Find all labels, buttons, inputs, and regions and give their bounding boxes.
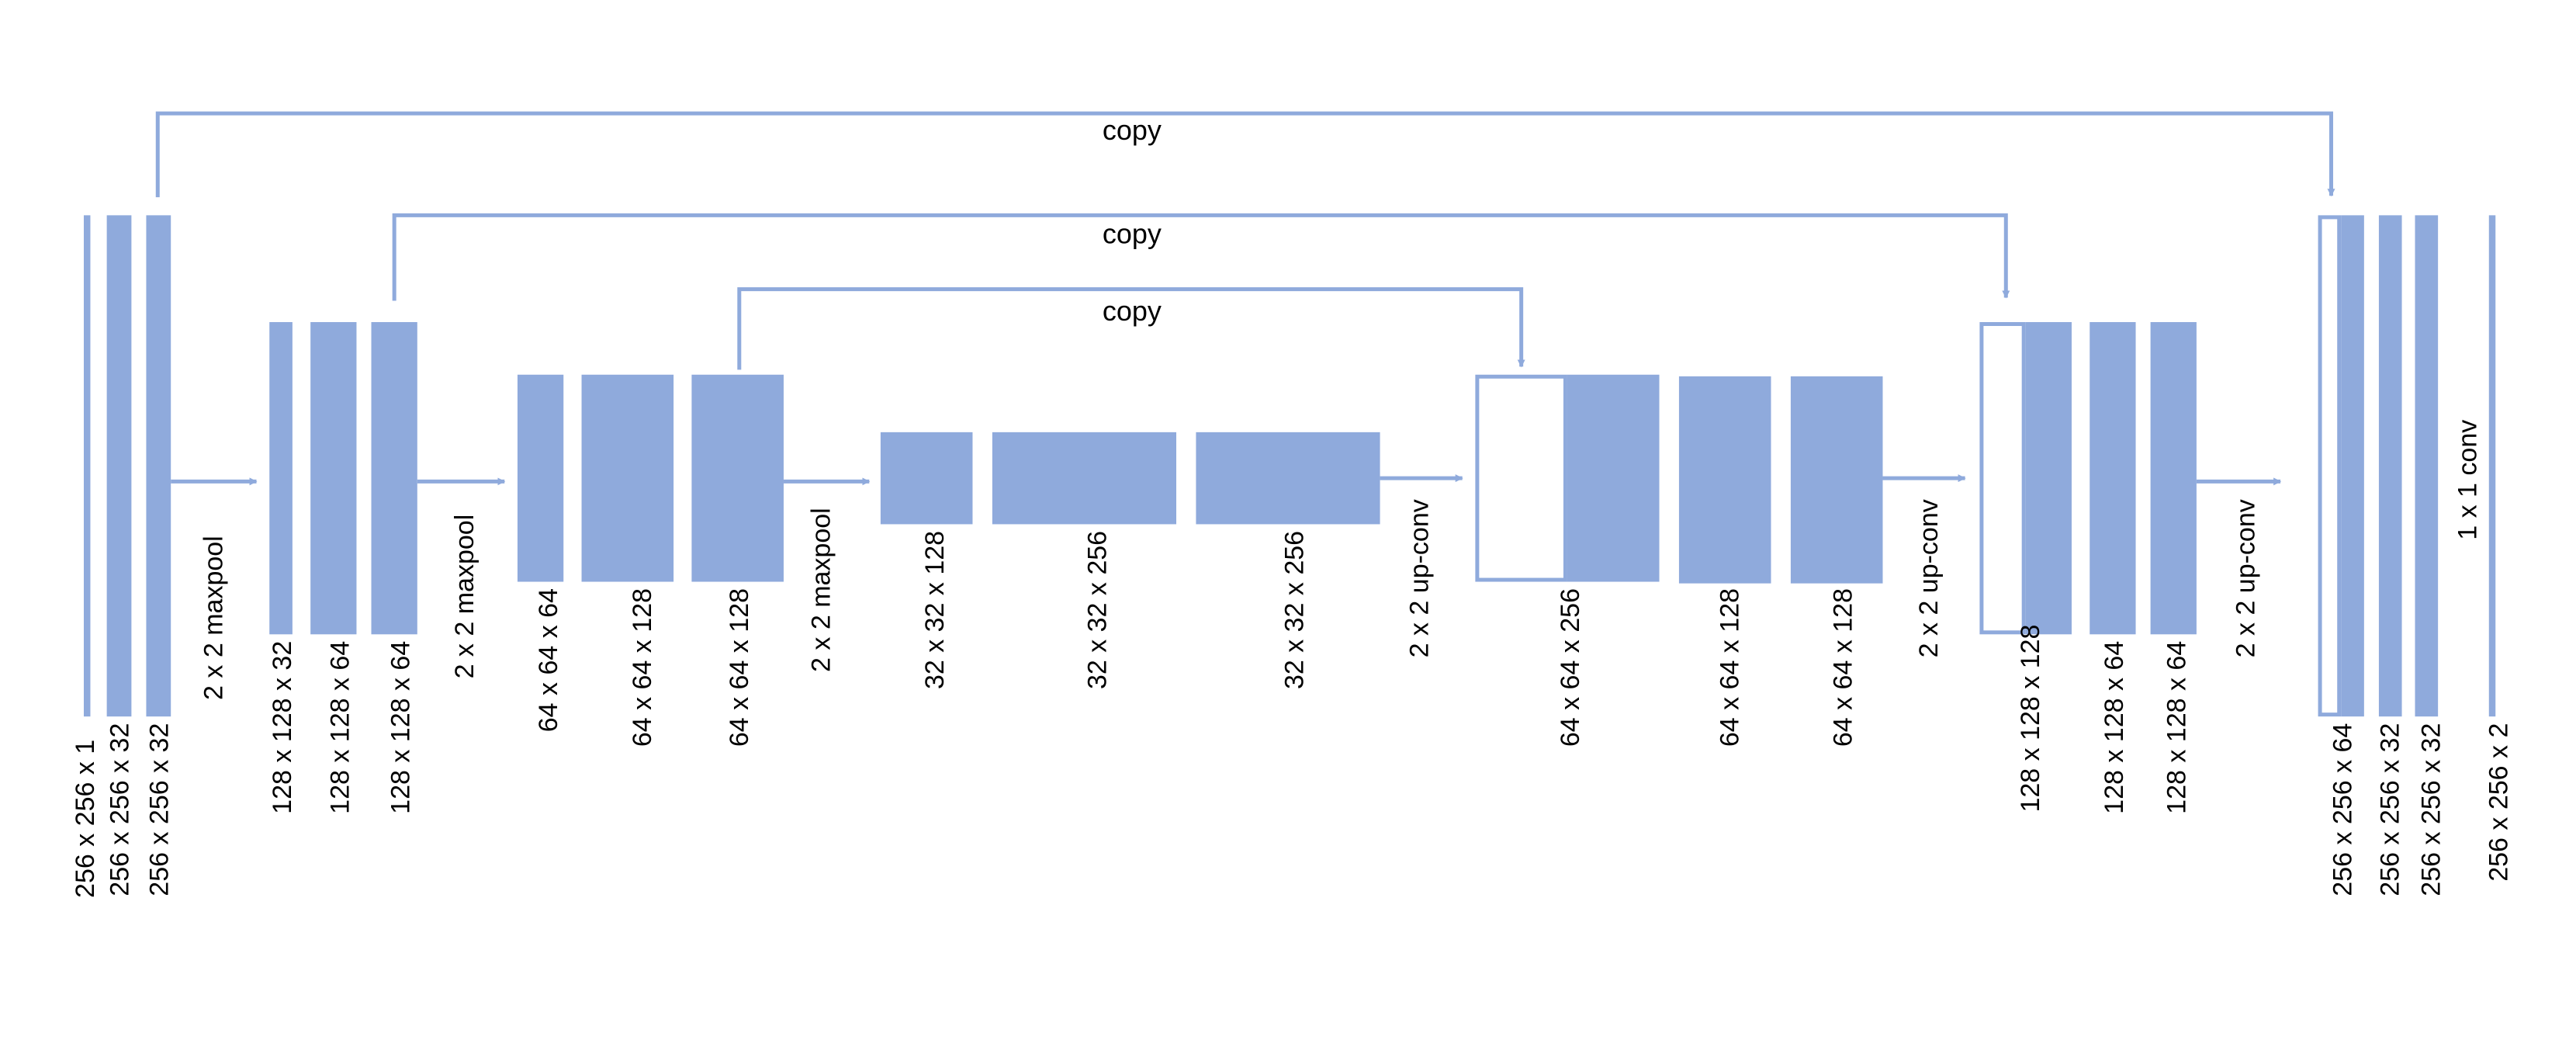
block-dec2-cat (1979, 322, 2072, 635)
block-enc3-c2 (691, 374, 784, 582)
copy-label-skip1: copy (1103, 114, 1162, 146)
block-label-dec1-c1: 256 x 256 x 32 (2376, 723, 2405, 896)
block-dec3-cat (1475, 374, 1660, 582)
block-enc1-c1 (106, 215, 132, 717)
block-dec2-c1 (2090, 322, 2136, 635)
feature-map-filled (2025, 322, 2072, 635)
block-dec1-cat (2318, 215, 2364, 717)
skip-connections (155, 111, 2335, 370)
feature-map-copied (1979, 322, 2026, 635)
op-label-up2: 2 x 2 up-conv (1914, 499, 1944, 657)
copy-label-skip3: copy (1103, 295, 1162, 327)
feature-map (83, 215, 91, 717)
block-bott-c1 (992, 432, 1177, 525)
feature-map (310, 322, 357, 635)
block-label-enc2-c1: 128 x 128 x 64 (325, 641, 355, 814)
block-label-dec1-cat: 256 x 256 x 64 (2328, 723, 2357, 896)
block-enc3-pool (517, 374, 564, 582)
feature-map (2488, 215, 2496, 717)
feature-map (2090, 322, 2136, 635)
feature-map-blocks (83, 215, 2496, 717)
block-label-dec1-c2: 256 x 256 x 32 (2417, 723, 2446, 896)
block-label-bott-c1: 32 x 32 x 256 (1082, 531, 1112, 689)
copy-label-skip2: copy (1103, 217, 1162, 249)
feature-map-filled (2341, 215, 2364, 717)
block-enc1-c2 (146, 215, 171, 717)
feature-map (2378, 215, 2402, 717)
feature-map (880, 432, 973, 525)
skip-skip2 (392, 213, 2010, 301)
block-label-enc2-c2: 128 x 128 x 64 (386, 641, 416, 814)
block-label-enc3-c1: 64 x 64 x 128 (628, 588, 657, 747)
block-label-enc3-pool: 64 x 64 x 64 (534, 588, 563, 732)
block-label-bott-pool: 32 x 32 x 128 (920, 531, 950, 689)
block-label-dec3-cat: 64 x 64 x 256 (1556, 588, 1585, 747)
block-bott-pool (880, 432, 973, 525)
block-enc2-c1 (310, 322, 357, 635)
feature-map (146, 215, 171, 717)
block-label-enc3-c2: 64 x 64 x 128 (725, 588, 754, 747)
block-dec2-c2 (2150, 322, 2197, 635)
block-out (2488, 215, 2496, 717)
feature-map (269, 322, 293, 635)
feature-map-filled (1567, 374, 1660, 582)
feature-map (371, 322, 417, 635)
block-label-dec3-c1: 64 x 64 x 128 (1716, 588, 1745, 747)
block-dec3-c1 (1678, 376, 1771, 584)
feature-map (1678, 376, 1771, 584)
block-label-enc1-c1: 256 x 256 x 32 (106, 723, 135, 896)
feature-map (581, 374, 674, 582)
block-label-dec2-c2: 128 x 128 x 64 (2162, 641, 2191, 814)
block-dec1-c1 (2378, 215, 2402, 717)
feature-map (992, 432, 1177, 525)
flow-arrows (171, 474, 2282, 486)
block-label-bott-c2: 32 x 32 x 256 (1279, 531, 1309, 689)
feature-map-copied (2318, 215, 2342, 717)
block-enc2-c2 (371, 322, 417, 635)
block-enc3-c1 (581, 374, 674, 582)
labels: 256 x 256 x 1 256 x 256 x 32 256 x 256 x 3… (71, 114, 2513, 898)
block-label-dec2-c1: 128 x 128 x 64 (2100, 641, 2129, 814)
block-label-enc2-pool: 128 x 128 x 32 (268, 641, 297, 814)
op-label-pool1: 2 x 2 maxpool (199, 536, 228, 700)
feature-map (517, 374, 564, 582)
block-dec3-c2 (1790, 376, 1883, 584)
op-label-pool3: 2 x 2 maxpool (807, 508, 836, 672)
block-label-dec2-cat: 128 x 128 x 128 (2016, 625, 2045, 813)
block-label-dec3-c2: 64 x 64 x 128 (1829, 588, 1858, 747)
block-enc2-pool (269, 322, 293, 635)
skip-skip1 (155, 111, 2335, 198)
feature-map (2150, 322, 2197, 635)
op-label-up1: 2 x 2 up-conv (2231, 499, 2260, 657)
op-label-up3: 2 x 2 up-conv (1404, 499, 1434, 657)
feature-map (691, 374, 784, 582)
block-dec1-c2 (2415, 215, 2439, 717)
op-label-pool2: 2 x 2 maxpool (450, 515, 480, 679)
feature-map (1196, 432, 1380, 525)
skip-skip3 (737, 287, 1525, 370)
block-label-enc1-c2: 256 x 256 x 32 (144, 723, 174, 896)
block-bott-c2 (1196, 432, 1380, 525)
feature-map (2415, 215, 2439, 717)
feature-map-copied (1475, 374, 1567, 582)
block-label-out: 256 x 256 x 2 (2484, 723, 2513, 882)
block-enc1-in (83, 215, 91, 717)
block-label-enc1-in: 256 x 256 x 1 (71, 740, 100, 898)
feature-map (106, 215, 132, 717)
feature-map (1790, 376, 1883, 584)
op-label-conv1x1: 1 x 1 conv (2453, 420, 2482, 540)
